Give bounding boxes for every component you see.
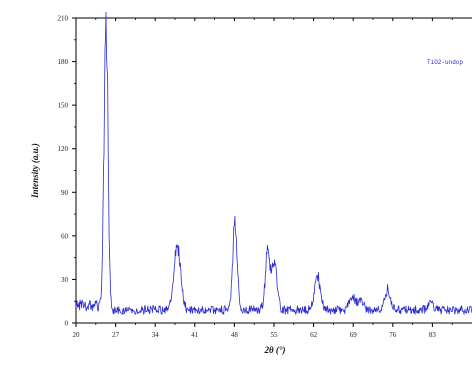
y-tick-label: 0: [65, 320, 69, 328]
x-tick-label: 20: [73, 331, 81, 339]
y-tick-label: 180: [58, 58, 69, 66]
y-tick-label: 30: [61, 276, 69, 284]
x-tick-label: 69: [350, 331, 358, 339]
x-axis-label: 2θ (°): [263, 345, 285, 355]
x-axis: 20 27 34 41 48 55 62 69 76 83: [73, 18, 453, 339]
x-tick-label: 34: [152, 331, 160, 339]
legend-entry-tio2-undop: TiO2-undop: [427, 59, 463, 66]
x-tick-label: 41: [191, 331, 199, 339]
y-tick-label: 150: [58, 102, 69, 110]
y-tick-label: 90: [61, 189, 69, 197]
x-tick-label: 83: [429, 331, 437, 339]
x-tick-label: 55: [271, 331, 279, 339]
y-axis: 0 30 60 90 120 150 180 210: [58, 15, 76, 328]
x-tick-label: 62: [310, 331, 318, 339]
plot-frame: [75, 17, 472, 324]
x-tick-label: 48: [231, 331, 239, 339]
x-tick-label: 76: [389, 331, 397, 339]
y-tick-label: 210: [58, 15, 69, 23]
series-line-tio2-undop: [75, 11, 472, 315]
x-tick-label: 27: [112, 331, 120, 339]
y-axis-label: Intensity (a.u.): [30, 143, 40, 199]
y-tick-label: 60: [61, 232, 69, 240]
y-tick-label: 120: [58, 145, 69, 153]
